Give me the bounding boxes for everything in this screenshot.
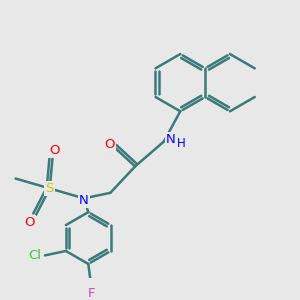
Text: Cl: Cl [28,249,41,262]
Text: O: O [50,144,60,157]
Text: N: N [166,133,176,146]
Text: N: N [79,194,89,207]
Text: H: H [177,137,186,150]
Text: O: O [104,138,115,151]
Text: S: S [46,182,54,195]
Text: O: O [24,216,34,229]
Text: F: F [87,286,95,300]
